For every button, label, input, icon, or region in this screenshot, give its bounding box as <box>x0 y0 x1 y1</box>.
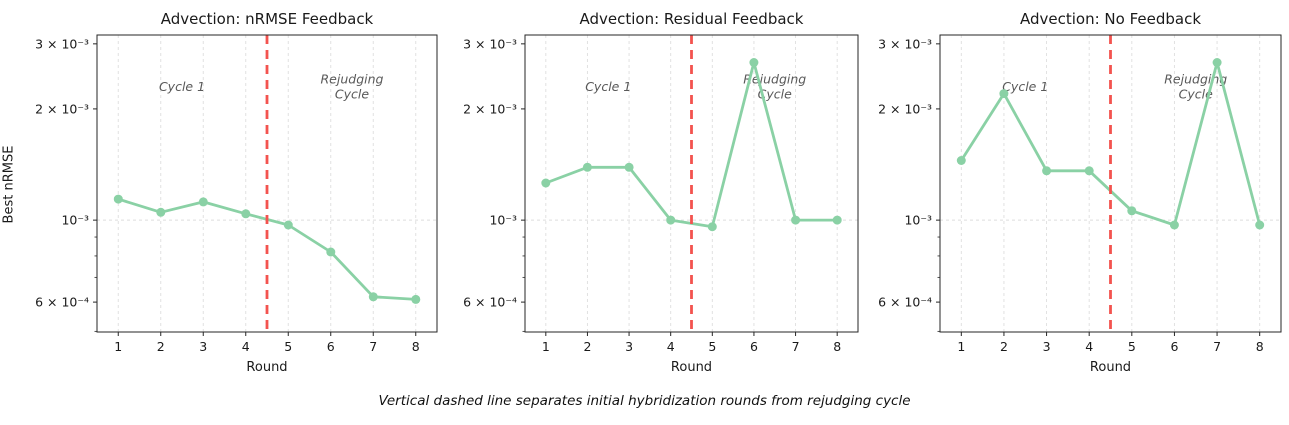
x-axis-label: Round <box>670 360 713 375</box>
subplot-title-no-feedback: Advection: No Feedback <box>1019 10 1202 28</box>
x-tick-label: 8 <box>833 339 841 354</box>
x-tick-label: 4 <box>1085 339 1093 354</box>
data-point <box>1042 166 1052 176</box>
annotation-cycle1: Cycle 1 <box>159 79 205 94</box>
x-tick-label: 5 <box>284 339 292 354</box>
x-axis-label: Round <box>246 360 288 375</box>
subplot-title-nrmse-feedback: Advection: nRMSE Feedback <box>160 10 374 28</box>
data-point <box>1084 166 1094 176</box>
data-point <box>1169 220 1179 230</box>
data-point <box>1255 220 1265 230</box>
data-point <box>832 215 842 225</box>
plot-border <box>96 34 438 333</box>
data-point <box>956 156 966 165</box>
data-point <box>368 292 378 302</box>
data-point <box>541 178 551 188</box>
y-tick-label: 2 × 10⁻³ <box>878 101 932 116</box>
y-tick-label: 2 × 10⁻³ <box>35 101 89 116</box>
data-point <box>666 215 676 225</box>
y-tick-label: 3 × 10⁻³ <box>878 36 932 51</box>
x-tick-label: 3 <box>199 339 207 354</box>
x-tick-label: 1 <box>114 339 122 354</box>
x-tick-label: 3 <box>625 339 633 354</box>
subplot-title-residual-feedback: Advection: Residual Feedback <box>579 10 804 28</box>
data-point <box>791 215 801 225</box>
x-tick-label: 2 <box>583 339 591 354</box>
x-tick-label: 2 <box>157 339 165 354</box>
x-tick-label: 6 <box>1170 339 1178 354</box>
data-point <box>326 247 336 257</box>
x-tick-label: 3 <box>1043 339 1051 354</box>
figure-caption: Vertical dashed line separates initial h… <box>378 393 911 409</box>
annotation-rejudging: Rejudging Cycle <box>743 71 806 101</box>
data-point <box>198 197 208 207</box>
annotation-rejudging: Rejudging Cycle <box>321 71 384 101</box>
x-axis-label: Round <box>1089 360 1132 375</box>
x-tick-label: 4 <box>242 339 250 354</box>
y-tick-label: 3 × 10⁻³ <box>35 36 89 51</box>
data-point <box>1127 206 1137 216</box>
x-tick-label: 1 <box>957 339 965 354</box>
x-tick-label: 8 <box>1256 339 1264 354</box>
annotation-cycle1: Cycle 1 <box>585 79 631 94</box>
x-tick-label: 7 <box>792 339 800 354</box>
data-point <box>582 162 592 172</box>
x-tick-label: 1 <box>542 339 550 354</box>
y-tick-label: 10⁻³ <box>61 213 89 228</box>
x-tick-label: 6 <box>327 339 335 354</box>
data-point <box>156 207 166 217</box>
data-point <box>749 58 759 67</box>
data-point <box>411 294 421 304</box>
x-tick-label: 7 <box>1213 339 1221 354</box>
x-tick-label: 6 <box>750 339 758 354</box>
data-point <box>1212 58 1222 67</box>
y-tick-label: 10⁻³ <box>904 213 932 228</box>
data-point <box>113 194 123 204</box>
annotation-cycle1: Cycle 1 <box>1002 79 1048 94</box>
y-tick-label: 3 × 10⁻³ <box>463 36 517 51</box>
data-point <box>241 209 251 219</box>
annotation-rejudging: Rejudging Cycle <box>1164 71 1227 101</box>
plot-area-residual-feedback: Cycle 1 Rejudging Cycle 1 2 3 4 5 6 7 8 3 × 10⁻³ 2 ×… <box>463 34 859 354</box>
x-tick-label: 4 <box>667 339 675 354</box>
plot-area-no-feedback: Cycle 1 Rejudging Cycle 1 2 3 4 5 6 7 8 3 × 10⁻³ 2 ×… <box>878 34 1282 354</box>
x-tick-label: 5 <box>1128 339 1136 354</box>
x-tick-label: 2 <box>1000 339 1008 354</box>
plot-area-nrmse-feedback: Cycle 1 Rejudging Cycle 1 2 3 4 5 6 7 8 3 × 10⁻³ 2 ×… <box>35 34 438 354</box>
y-tick-label: 6 × 10⁻⁴ <box>463 295 517 310</box>
y-tick-label: 2 × 10⁻³ <box>463 101 517 116</box>
data-point <box>283 220 293 230</box>
plot-border <box>524 34 859 333</box>
x-tick-label: 5 <box>708 339 716 354</box>
x-tick-label: 7 <box>369 339 377 354</box>
data-point <box>624 162 634 172</box>
y-tick-label: 6 × 10⁻⁴ <box>878 295 932 310</box>
y-tick-label: 10⁻³ <box>489 213 517 228</box>
data-point <box>999 89 1009 99</box>
x-tick-label: 8 <box>412 339 420 354</box>
data-point <box>707 222 717 232</box>
y-tick-label: 6 × 10⁻⁴ <box>35 295 89 310</box>
plot-border <box>939 34 1282 333</box>
